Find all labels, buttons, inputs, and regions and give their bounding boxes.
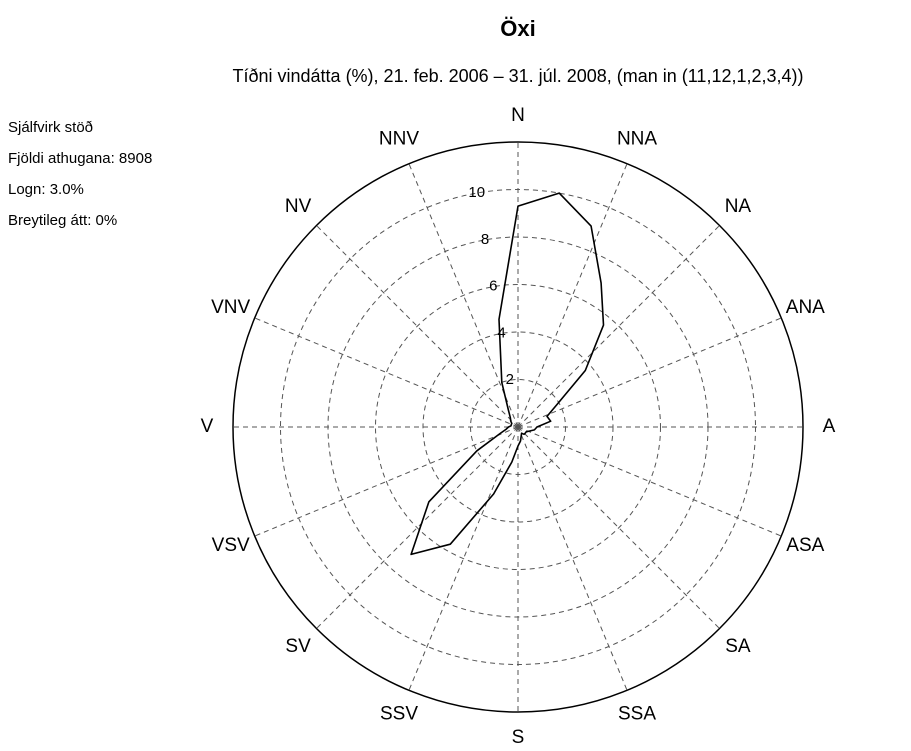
direction-label: SSA <box>618 703 656 724</box>
direction-label: NA <box>725 196 752 217</box>
r-tick-label: 8 <box>481 231 489 248</box>
spoke <box>517 163 628 428</box>
chart-subtitle: Tíðni vindátta (%), 21. feb. 2006 – 31. … <box>233 66 804 86</box>
spoke <box>408 163 519 428</box>
direction-label: VNV <box>211 297 250 318</box>
station-note: Breytileg átt: 0% <box>8 212 117 229</box>
r-tick-label: 4 <box>497 324 505 341</box>
direction-label: SV <box>285 636 311 657</box>
grid-ring <box>422 331 614 523</box>
direction-label: NV <box>285 196 312 217</box>
grid-ring <box>327 236 709 618</box>
direction-label: ANA <box>786 297 825 318</box>
outer-ring <box>232 141 804 713</box>
direction-label: ASA <box>786 535 824 556</box>
direction-label: V <box>201 416 214 437</box>
r-tick-label: 10 <box>468 184 485 201</box>
spoke <box>316 225 519 428</box>
spoke <box>517 426 628 691</box>
grid-ring <box>375 284 661 570</box>
r-tick-label: 2 <box>506 371 514 388</box>
direction-label: VSV <box>212 535 250 556</box>
grid-ring <box>470 379 566 475</box>
grid-ring <box>280 189 756 665</box>
station-note: Fjöldi athugana: 8908 <box>8 150 152 167</box>
direction-label: S <box>512 727 525 748</box>
direction-label: SA <box>725 636 751 657</box>
frequency-line <box>410 192 605 556</box>
station-note: Logn: 3.0% <box>8 181 84 198</box>
station-note: Sjálfvirk stöð <box>8 119 93 136</box>
direction-label: NNA <box>617 129 657 150</box>
spoke <box>254 317 519 428</box>
chart-title: Öxi <box>500 16 535 41</box>
direction-label: NNV <box>379 129 419 150</box>
direction-label: A <box>823 416 836 437</box>
direction-label: N <box>511 105 525 126</box>
r-tick-label: 6 <box>489 278 497 295</box>
direction-label: SSV <box>380 703 418 724</box>
